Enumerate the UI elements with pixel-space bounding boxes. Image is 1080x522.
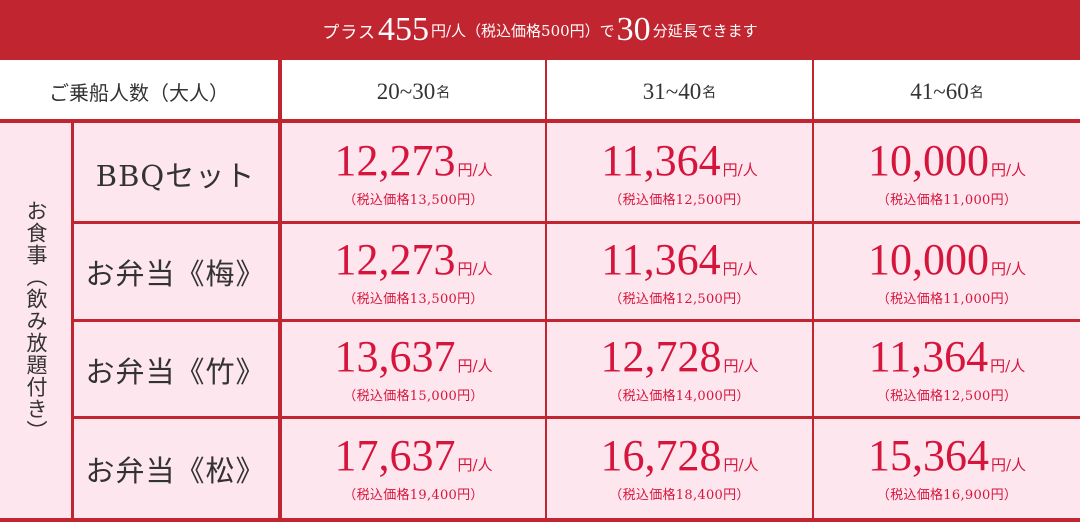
price-cell: 12,728 円/人 （税込価格14,000円） — [547, 322, 812, 417]
category-label: お食事（飲み放題付き） — [24, 199, 48, 442]
price-value: 12,273 — [334, 136, 456, 185]
price-cell: 15,364 円/人 （税込価格16,900円） — [814, 419, 1080, 518]
price-unit: 円/人 — [990, 357, 1026, 375]
tax-included-price: （税込価格11,000円） — [876, 193, 1018, 208]
column-divider-2 — [812, 60, 814, 522]
header-col-1: 20~30 名 — [282, 60, 545, 123]
col-unit: 名 — [969, 84, 984, 101]
price-value: 13,637 — [334, 332, 456, 381]
price-unit: 円/人 — [457, 259, 493, 278]
price-unit: 円/人 — [723, 357, 759, 375]
row-label-bento-matsu: お弁当《松》 — [85, 453, 266, 488]
row-divider-1 — [71, 221, 1080, 224]
header-passenger-count: ご乗船人数（大人） — [0, 60, 278, 123]
price-unit: 円/人 — [990, 456, 1027, 474]
tax-included-price: （税込価格12,500円） — [876, 389, 1018, 404]
price-unit: 円/人 — [457, 456, 493, 474]
banner-suffix: 分延長できます — [652, 21, 758, 40]
tax-included-price: （税込価格19,400円） — [343, 488, 484, 503]
price-value: 10,000 — [867, 136, 989, 185]
tax-included-price: （税込価格13,500円） — [343, 193, 484, 208]
price-unit: 円/人 — [723, 456, 759, 474]
price-unit: 円/人 — [457, 161, 493, 179]
price-cell: 16,728 円/人 （税込価格18,400円） — [547, 419, 812, 518]
row-divider-3 — [71, 416, 1080, 419]
col-range: 31~40 — [642, 78, 702, 104]
label-column-divider — [278, 60, 282, 522]
price-cell: 11,364 円/人 （税込価格12,500円） — [547, 125, 812, 222]
header-col-2: 31~40 名 — [547, 60, 812, 123]
col-unit: 名 — [702, 84, 717, 101]
tax-included-price: （税込価格15,000円） — [343, 389, 484, 404]
price-value: 12,728 — [600, 332, 722, 381]
price-cell: 13,637 円/人 （税込価格15,000円） — [282, 322, 545, 417]
row-divider-2 — [71, 319, 1080, 322]
price-cell: 12,273 円/人 （税込価格13,500円） — [282, 224, 545, 320]
extension-banner: プラス 455 円/人 （税込価格500円）で 30 分延長できます — [0, 0, 1080, 60]
header-bottom-rule — [0, 119, 1080, 123]
price-value: 16,728 — [600, 431, 722, 480]
tax-included-price: （税込価格12,500円） — [609, 193, 750, 208]
price-value: 11,364 — [601, 136, 721, 185]
banner-minutes: 30 — [616, 11, 651, 48]
row-label-bento-take: お弁当《竹》 — [85, 354, 266, 389]
price-cell: 10,000 円/人 （税込価格11,000円） — [814, 224, 1080, 320]
price-unit: 円/人 — [990, 161, 1027, 179]
header-row-label: ご乗船人数（大人） — [49, 81, 229, 105]
row-label-bento-ume: お弁当《梅》 — [85, 257, 266, 291]
column-divider-1 — [545, 60, 547, 522]
price-value: 12,273 — [334, 234, 456, 284]
banner-amount: 455 — [377, 11, 429, 48]
price-cell: 17,637 円/人 （税込価格19,400円） — [282, 419, 545, 518]
banner-tax-note: （税込価格500円）で — [466, 21, 615, 40]
price-value: 11,364 — [868, 332, 989, 381]
price-unit: 円/人 — [457, 357, 493, 375]
col-unit: 名 — [436, 84, 451, 101]
price-unit: 円/人 — [722, 161, 758, 179]
tax-included-price: （税込価格13,500円） — [343, 291, 484, 307]
tax-included-price: （税込価格18,400円） — [609, 488, 750, 503]
col-range: 20~30 — [376, 78, 436, 104]
tax-included-price: （税込価格11,000円） — [876, 291, 1018, 307]
tax-included-price: （税込価格14,000円） — [609, 389, 750, 404]
price-cell: 11,364 円/人 （税込価格12,500円） — [814, 322, 1080, 417]
tax-included-price: （税込価格12,500円） — [609, 291, 750, 307]
price-value: 17,637 — [334, 431, 456, 480]
meal-category: お食事（飲み放題付き） — [0, 123, 71, 518]
banner-prefix: プラス — [322, 22, 376, 43]
price-value: 10,000 — [867, 234, 989, 284]
price-unit: 円/人 — [990, 259, 1027, 278]
price-unit: 円/人 — [722, 259, 758, 278]
banner-amount-unit: 円/人 — [430, 21, 467, 40]
price-cell: 12,273 円/人 （税込価格13,500円） — [282, 125, 545, 222]
tax-included-price: （税込価格16,900円） — [876, 488, 1018, 503]
price-cell: 10,000 円/人 （税込価格11,000円） — [814, 125, 1080, 222]
table-bottom-rule — [0, 518, 1080, 522]
header-col-3: 41~60 名 — [814, 60, 1080, 123]
price-value: 15,364 — [867, 431, 989, 480]
price-cell: 11,364 円/人 （税込価格12,500円） — [547, 224, 812, 320]
price-value: 11,364 — [601, 234, 721, 284]
col-range: 41~60 — [910, 78, 969, 104]
row-label-bbq: BBQセット — [95, 158, 256, 193]
